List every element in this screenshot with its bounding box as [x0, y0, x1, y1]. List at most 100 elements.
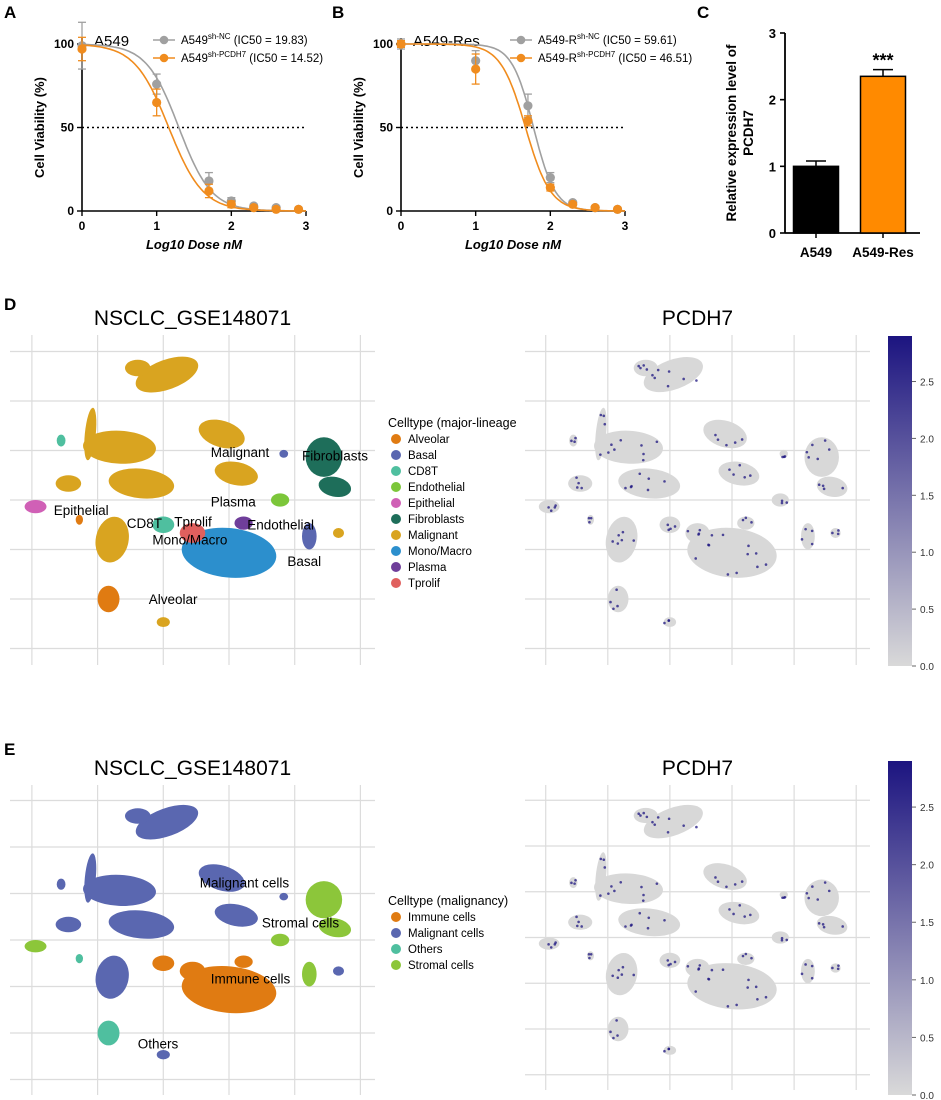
colorbar: [888, 336, 912, 666]
legend-title: Celltype (major-lineage: [388, 416, 517, 430]
panel-letter-c: C: [697, 3, 709, 22]
cell-cluster: [97, 1020, 120, 1046]
expression-dot: [821, 484, 825, 488]
expression-dot: [740, 880, 744, 883]
expression-dot: [611, 540, 614, 543]
expression-dot: [577, 920, 580, 924]
expression-dot: [549, 509, 553, 513]
umap-title: NSCLC_GSE148071: [94, 307, 291, 330]
expression-dot: [823, 439, 827, 442]
cell-cluster: [594, 430, 663, 464]
legend-swatch: [391, 466, 401, 476]
cluster-label: Others: [138, 1037, 179, 1052]
cell-cluster: [663, 617, 677, 628]
expression-dot: [609, 1030, 612, 1034]
expression-dot: [620, 973, 624, 976]
expression-dot: [642, 452, 645, 456]
data-point: [249, 203, 259, 213]
expression-dot: [733, 441, 737, 444]
expression-dot: [621, 530, 625, 534]
expression-dot: [663, 480, 666, 483]
cell-cluster: [234, 516, 253, 530]
cell-cluster: [718, 461, 760, 486]
expression-bar-chart: 0 1 2 3 A549 A549-Res *** Relative expression l…: [724, 26, 920, 260]
expression-dot: [616, 604, 619, 608]
cell-cluster: [302, 961, 317, 987]
cell-cluster: [687, 963, 777, 1010]
x-tick-label: 1: [472, 219, 479, 233]
expression-dot: [673, 525, 677, 528]
expression-dot: [804, 963, 807, 966]
cell-cluster: [804, 437, 839, 477]
cluster-label: Plasma: [211, 495, 257, 510]
expression-dot: [749, 474, 752, 477]
expression-dot: [619, 438, 623, 442]
expression-dot: [837, 529, 840, 532]
expression-dot: [617, 968, 620, 972]
expression-dot: [741, 954, 745, 958]
expression-dot: [615, 588, 618, 592]
panel-inner-title: A549-Res: [413, 33, 480, 50]
expression-dot: [695, 825, 698, 829]
expression-dot: [613, 889, 616, 893]
panel-letter-d: D: [4, 295, 16, 314]
cell-cluster: [659, 952, 681, 968]
cluster-label: Malignant: [211, 445, 270, 460]
cell-cluster: [587, 951, 594, 961]
expression-dot: [645, 368, 649, 371]
cluster-label: Fibroblasts: [302, 448, 368, 463]
cell-cluster: [234, 955, 253, 968]
expression-dot: [754, 985, 758, 989]
cell-cluster: [279, 449, 289, 458]
legend-item: Malignant: [408, 530, 459, 542]
colorbar-tick-label: 2.5: [920, 378, 934, 389]
x-tick-label: 1: [153, 219, 160, 233]
expression-dot: [553, 506, 557, 509]
umap-pcdh7-expression-e: PCDH7 0.0 0.5 1.0 1.5 2.0 2.5: [525, 757, 934, 1100]
y-tick-label: 3: [769, 26, 776, 41]
cell-cluster: [55, 475, 82, 492]
expression-dot: [612, 607, 615, 611]
colorbar-tick-label: 2.0: [920, 434, 934, 445]
expression-dot: [663, 1049, 666, 1053]
expression-dot: [746, 552, 749, 556]
expression-dot: [764, 563, 768, 566]
data-point: [204, 186, 214, 196]
expression-dot: [577, 481, 580, 485]
cell-cluster: [55, 916, 82, 933]
cell-cluster: [83, 430, 156, 464]
expression-dot: [666, 959, 670, 962]
legend-swatch: [391, 450, 401, 460]
cell-cluster: [568, 914, 593, 930]
cell-cluster: [179, 961, 206, 981]
expression-dot: [573, 440, 576, 443]
legend-item: CD8T: [408, 466, 438, 478]
cell-cluster: [595, 852, 607, 901]
expression-dot: [570, 881, 573, 885]
expression-dot: [574, 879, 577, 882]
cell-cluster: [156, 617, 170, 628]
cell-cluster: [214, 903, 258, 927]
expression-dot: [646, 488, 650, 492]
data-point: [545, 173, 555, 183]
expression-dot: [669, 527, 672, 531]
legend-item: Others: [408, 944, 443, 956]
expression-dot: [764, 995, 768, 999]
legend-item: Malignant cells: [408, 928, 484, 940]
expression-dot: [621, 965, 625, 969]
expression-dot: [781, 896, 784, 900]
expression-dot: [743, 915, 746, 918]
expression-dot: [836, 532, 840, 536]
expression-dot: [780, 938, 784, 942]
colorbar-tick-label: 1.5: [920, 918, 934, 929]
legend-label: A549sh-PCDH7 (IC50 = 14.52): [181, 50, 323, 65]
expression-dot: [667, 370, 671, 373]
expression-dot: [589, 952, 593, 956]
expression-dot: [686, 964, 690, 968]
cell-cluster: [618, 468, 681, 499]
expression-dot: [694, 557, 698, 560]
expression-dot: [831, 531, 834, 535]
expression-dot: [646, 926, 650, 930]
cluster-label: Stromal cells: [262, 916, 340, 931]
